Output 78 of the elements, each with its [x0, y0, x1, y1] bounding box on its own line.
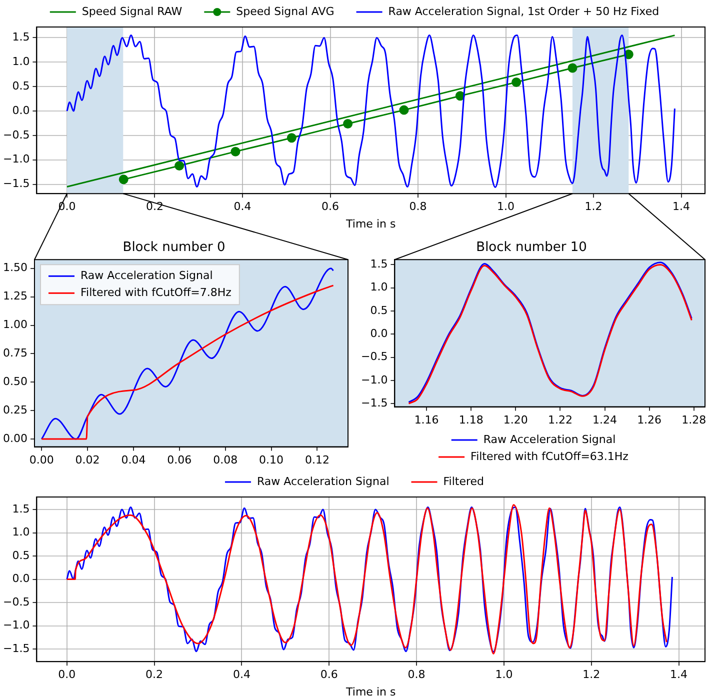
x-tick-label: 0.12: [304, 453, 330, 466]
chart-title: Block number 10: [476, 240, 587, 256]
y-tick-label: −1.0: [360, 373, 388, 386]
x-tick-label: 0.8: [408, 668, 426, 682]
y-tick-label: −1.5: [2, 642, 30, 655]
y-tick-label: −1.5: [360, 396, 388, 410]
y-tick-label: 0.50: [2, 375, 28, 388]
x-tick-label: 0.04: [121, 453, 146, 466]
x-tick-label: 1.16: [414, 413, 439, 426]
y-tick-label: −0.5: [2, 128, 30, 142]
y-tick-label: 1.25: [2, 290, 28, 303]
point: [230, 146, 240, 156]
x-tick-label: 0.00: [29, 453, 54, 466]
x-tick-label: 1.24: [592, 413, 618, 426]
y-tick-label: 0.0: [370, 326, 388, 340]
x-tick-label: 0.10: [259, 453, 284, 466]
x-tick-label: 1.2: [582, 668, 600, 682]
y-tick-label: 0.5: [370, 304, 388, 317]
point: [343, 118, 353, 128]
y-tick-label: 0.5: [12, 548, 30, 562]
x-tick-label: 0.4: [234, 200, 252, 214]
x-tick-label: 0.2: [146, 668, 164, 682]
y-tick-label: 1.0: [12, 55, 30, 68]
legend-label: Raw Acceleration Signal: [483, 432, 616, 446]
x-tick-label: 1.2: [584, 200, 602, 214]
x-tick-label: 1.18: [458, 413, 484, 426]
x-tick-label: 0.0: [58, 668, 76, 682]
chart-title: Block number 0: [122, 240, 226, 256]
x-tick-label: 1.22: [548, 413, 572, 426]
x-tick-label: 0.6: [320, 668, 338, 682]
y-tick-label: 1.5: [12, 30, 30, 44]
x-tick-label: 1.4: [672, 200, 690, 214]
y-tick-label: 1.5: [370, 258, 388, 271]
legend-label: Speed Signal RAW: [82, 4, 182, 18]
point: [399, 105, 409, 115]
x-tick-label: 0.6: [322, 200, 340, 214]
x-tick-label: 1.28: [682, 413, 706, 426]
x-axis-title: Time in s: [345, 685, 396, 698]
legend-label: Filtered with fCutOff=63.1Hz: [470, 450, 629, 463]
y-tick-label: −0.5: [360, 350, 388, 364]
legend-label: Raw Acceleration Signal, 1st Order + 50 Hz Fixed: [388, 4, 660, 18]
y-tick-label: −0.5: [2, 595, 30, 608]
y-tick-label: 0.00: [2, 432, 28, 445]
x-axis-title: Time in s: [345, 217, 396, 230]
x-tick-label: 1.0: [497, 200, 515, 214]
y-tick-label: 0.75: [2, 346, 28, 360]
x-tick-label: 1.4: [670, 668, 688, 682]
x-tick-label: 0.06: [167, 453, 192, 466]
x-tick-label: 1.26: [637, 413, 662, 426]
point: [568, 63, 578, 73]
y-tick-label: 1.0: [12, 526, 30, 539]
point: [174, 161, 184, 170]
legend-label: Raw Acceleration Signal: [80, 268, 213, 282]
x-tick-label: 0.02: [75, 453, 100, 466]
legend-label: Speed Signal AVG: [236, 4, 334, 18]
point: [118, 174, 128, 184]
y-tick-label: 1.50: [2, 261, 28, 274]
y-tick-label: 1.5: [12, 502, 30, 516]
y-tick-label: 1.00: [2, 318, 28, 332]
x-tick-label: 1.20: [503, 413, 528, 426]
point: [286, 133, 296, 143]
y-tick-label: 0.25: [2, 403, 28, 416]
y-tick-label: 1.0: [370, 280, 388, 294]
point: [512, 77, 522, 87]
y-tick-label: −1.0: [2, 152, 30, 166]
y-tick-label: 0.5: [12, 79, 30, 92]
y-tick-label: −1.5: [2, 177, 30, 190]
y-tick-label: 0.0: [12, 572, 30, 586]
x-tick-label: 0.2: [146, 200, 164, 214]
y-tick-label: −1.0: [2, 618, 30, 632]
y-tick-label: 0.0: [12, 104, 30, 117]
legend-label: Raw Acceleration Signal: [256, 474, 390, 488]
x-tick-label: 0.8: [409, 200, 427, 214]
legend-label: Filtered with fCutOff=7.8Hz: [80, 286, 232, 299]
x-tick-label: 1.0: [495, 668, 513, 682]
legend-label: Filtered: [443, 474, 484, 488]
x-tick-label: 0.08: [213, 453, 238, 466]
x-tick-label: 0.4: [232, 668, 250, 682]
